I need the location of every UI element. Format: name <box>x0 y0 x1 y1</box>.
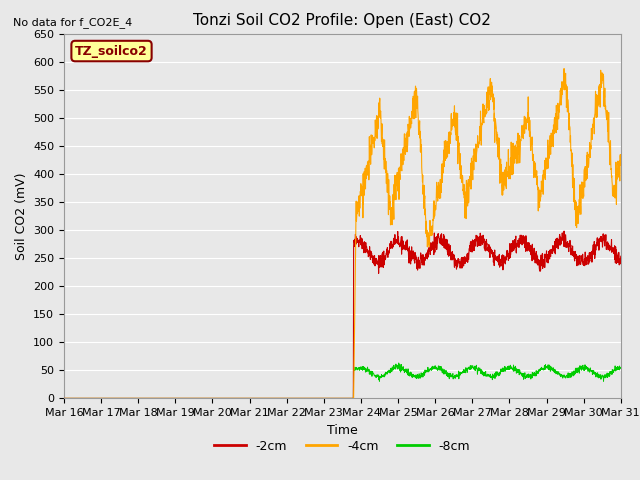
Text: No data for f_CO2E_4: No data for f_CO2E_4 <box>13 17 132 28</box>
-8cm <box>584 365 591 371</box>
-4cm <box>60 396 68 401</box>
-2cm <box>504 256 512 262</box>
-8cm <box>395 360 403 366</box>
-8cm <box>216 396 223 401</box>
-4cm <box>617 153 625 158</box>
Y-axis label: Soil CO2 (mV): Soil CO2 (mV) <box>15 172 28 260</box>
-4cm <box>358 189 366 194</box>
-2cm <box>60 396 68 401</box>
-8cm <box>568 372 575 377</box>
-4cm <box>584 149 591 155</box>
-8cm <box>358 364 366 370</box>
Line: -4cm: -4cm <box>64 69 621 398</box>
Text: TZ_soilco2: TZ_soilco2 <box>75 45 148 58</box>
-2cm <box>371 252 378 258</box>
X-axis label: Time: Time <box>327 424 358 437</box>
Legend: -2cm, -4cm, -8cm: -2cm, -4cm, -8cm <box>209 435 476 458</box>
-2cm <box>617 253 625 259</box>
-8cm <box>617 365 625 371</box>
-2cm <box>568 246 575 252</box>
-2cm <box>216 396 223 401</box>
Line: -8cm: -8cm <box>64 363 621 398</box>
-4cm <box>568 163 575 169</box>
-4cm <box>371 134 378 140</box>
-8cm <box>371 373 378 379</box>
Line: -2cm: -2cm <box>64 231 621 398</box>
-4cm <box>560 66 568 72</box>
-2cm <box>584 255 591 261</box>
-8cm <box>60 396 68 401</box>
-4cm <box>216 396 223 401</box>
-4cm <box>504 172 512 178</box>
-2cm <box>560 228 568 234</box>
-8cm <box>504 363 512 369</box>
-2cm <box>358 237 366 242</box>
Title: Tonzi Soil CO2 Profile: Open (East) CO2: Tonzi Soil CO2 Profile: Open (East) CO2 <box>193 13 492 28</box>
